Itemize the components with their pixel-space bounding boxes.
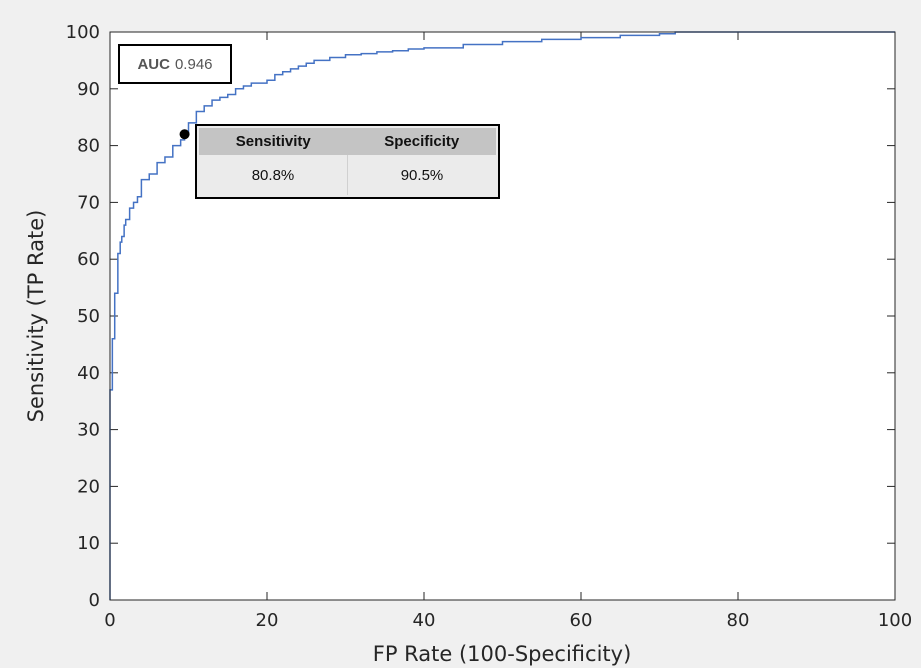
auc-label-box: AUC 0.946 (118, 44, 232, 84)
y-axis-title: Sensitivity (TP Rate) (24, 210, 48, 423)
auc-value: 0.946 (174, 55, 213, 73)
y-tick-label: 20 (77, 476, 100, 497)
table-header-row: Sensitivity Specificity (199, 128, 496, 155)
table-value-sensitivity: 80.8% (251, 166, 295, 184)
y-tick-label: 80 (77, 136, 100, 157)
auc-label: AUC (137, 55, 170, 73)
table-header-specificity: Specificity (384, 133, 460, 150)
table-value-specificity: 90.5% (347, 155, 496, 195)
y-tick-label: 30 (77, 420, 100, 441)
x-tick-label: 20 (256, 610, 279, 631)
y-tick-label: 100 (66, 22, 100, 43)
operating-point-table: Sensitivity Specificity 80.8% 90.5% (195, 124, 500, 199)
x-axis-ticks: 0 20 40 60 80 100 (104, 32, 912, 631)
x-tick-label: 100 (878, 610, 912, 631)
plot-area (110, 32, 895, 600)
x-tick-label: 40 (413, 610, 436, 631)
roc-curve-line (109, 31, 895, 600)
x-tick-label: 0 (104, 610, 115, 631)
y-tick-label: 90 (77, 79, 100, 100)
y-tick-label: 70 (77, 192, 100, 213)
plot-frame (109, 31, 896, 601)
y-axis-ticks: 0 10 20 30 40 50 60 70 80 90 100 (66, 22, 895, 611)
y-tick-label: 50 (77, 306, 100, 327)
y-tick-label: 40 (77, 363, 100, 384)
x-tick-label: 60 (570, 610, 593, 631)
x-tick-label: 80 (727, 610, 750, 631)
x-axis-title: FP Rate (100-Specificity) (373, 642, 632, 666)
y-tick-label: 0 (89, 590, 100, 611)
table-header-sensitivity: Sensitivity (235, 133, 311, 150)
y-tick-label: 60 (77, 249, 100, 270)
operating-point-marker (179, 129, 190, 140)
y-tick-label: 10 (77, 533, 100, 554)
table-row: 80.8% 90.5% (199, 155, 496, 195)
